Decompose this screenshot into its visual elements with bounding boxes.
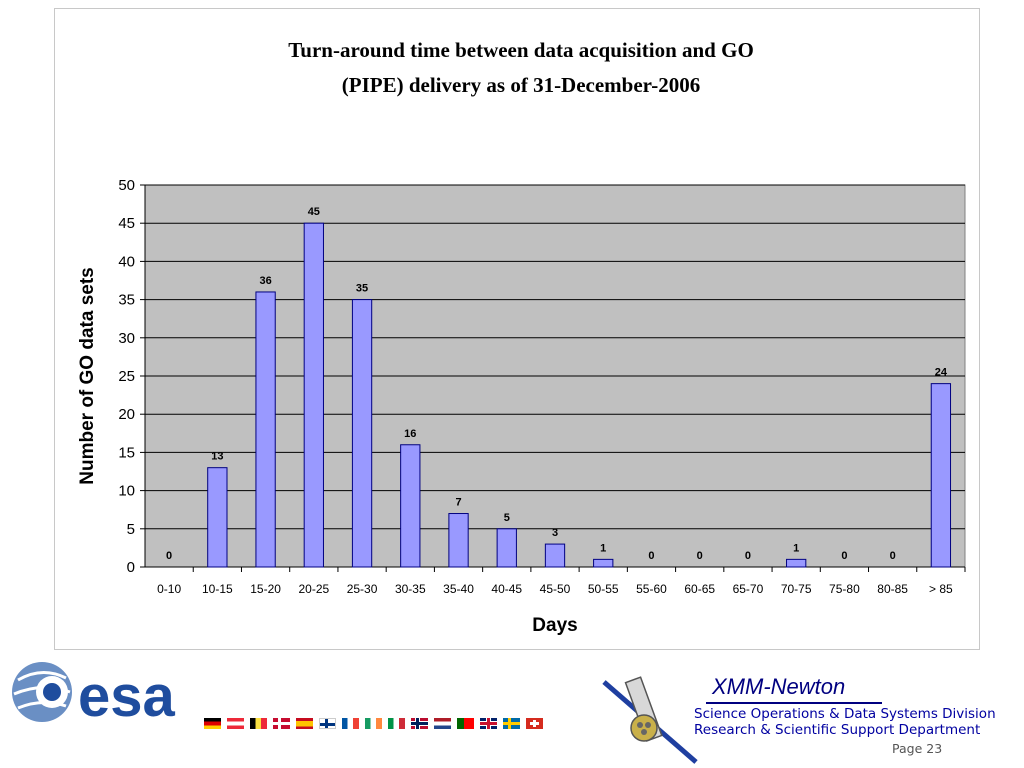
y-tick-label: 5 xyxy=(127,521,135,538)
x-tick-label: 65-70 xyxy=(733,582,764,596)
x-tick-label: 35-40 xyxy=(443,582,474,596)
x-tick-label: 20-25 xyxy=(298,582,329,596)
x-tick-labels: 0-10 10-15 15-20 20-25 25-30 30-35 35-40 40-45 4… xyxy=(157,567,966,596)
flag-france-icon xyxy=(342,718,359,729)
data-label: 45 xyxy=(308,206,320,218)
data-label: 16 xyxy=(404,428,416,440)
y-tick-label: 35 xyxy=(118,292,135,309)
esa-globe-icon xyxy=(12,662,72,722)
y-tick-label: 10 xyxy=(118,483,135,500)
bar-chart: Turn-around time between data acquisitio… xyxy=(77,38,966,636)
bar xyxy=(496,528,517,568)
flag-denmark-icon xyxy=(273,718,290,729)
bar xyxy=(593,558,614,568)
bar xyxy=(255,291,276,568)
bar xyxy=(448,513,469,568)
x-tick-label: 0-10 xyxy=(157,582,181,596)
flag-italy-icon xyxy=(388,718,405,729)
data-label: 13 xyxy=(211,451,223,463)
y-tick-labels: 0 5 10 15 20 25 30 35 40 45 50 xyxy=(118,177,145,576)
y-tick-label: 50 xyxy=(118,177,135,194)
x-tick-label: 40-45 xyxy=(491,582,522,596)
xmm-spacecraft-icon xyxy=(602,676,698,764)
flag-netherlands-icon xyxy=(434,718,451,729)
department-name: Research & Scientific Support Department xyxy=(694,722,981,738)
data-label: 7 xyxy=(455,497,461,509)
x-tick-label: 70-75 xyxy=(781,582,812,596)
data-label: 0 xyxy=(745,550,751,562)
slide-footer: esa XMM-Newton Science Operations & Data… xyxy=(0,652,1024,768)
x-tick-label: 60-65 xyxy=(684,582,715,596)
x-axis-title: Days xyxy=(532,615,577,636)
data-label: 0 xyxy=(890,550,896,562)
mission-underline xyxy=(706,702,882,704)
x-tick-label: 50-55 xyxy=(588,582,619,596)
flag-switzerland-icon xyxy=(526,718,543,729)
flag-portugal-icon xyxy=(457,718,474,729)
data-label: 1 xyxy=(600,542,606,554)
x-tick-label: > 85 xyxy=(929,582,953,596)
gridlines xyxy=(144,184,965,568)
x-tick-label: 80-85 xyxy=(877,582,908,596)
bar xyxy=(351,299,373,568)
bar xyxy=(303,222,324,568)
x-tick-label: 75-80 xyxy=(829,582,860,596)
y-tick-label: 0 xyxy=(127,559,135,576)
flag-sweden-icon xyxy=(503,718,520,729)
x-tick-label: 45-50 xyxy=(540,582,571,596)
flag-austria-icon xyxy=(227,718,244,729)
x-tick-label: 30-35 xyxy=(395,582,426,596)
data-label: 35 xyxy=(356,283,368,295)
chart-title-line-2: (PIPE) delivery as of 31-December-2006 xyxy=(342,73,700,97)
data-label: 0 xyxy=(841,550,847,562)
bar xyxy=(544,543,566,568)
flag-ireland-icon xyxy=(365,718,382,729)
y-tick-label: 25 xyxy=(118,368,135,385)
y-axis-title: Number of GO data sets xyxy=(77,267,98,485)
member-state-flags xyxy=(204,718,543,729)
x-tick-label: 25-30 xyxy=(347,582,378,596)
data-label: 1 xyxy=(793,542,799,554)
page-number: Page 23 xyxy=(892,741,943,756)
x-tick-label: 10-15 xyxy=(202,582,233,596)
data-label: 0 xyxy=(166,550,172,562)
data-label: 36 xyxy=(259,275,271,287)
bar xyxy=(786,558,807,568)
bars xyxy=(207,222,952,568)
y-tick-label: 20 xyxy=(118,406,135,423)
esa-logo: esa xyxy=(12,662,176,728)
data-label: 0 xyxy=(697,550,703,562)
flag-norway-icon xyxy=(411,718,428,729)
flag-spain-icon xyxy=(296,718,313,729)
flag-united-kingdom-icon xyxy=(480,718,497,729)
y-tick-label: 15 xyxy=(118,444,135,461)
data-label: 0 xyxy=(648,550,654,562)
chart-frame: Turn-around time between data acquisitio… xyxy=(54,8,980,650)
esa-logo-text: esa xyxy=(78,664,176,728)
y-tick-label: 45 xyxy=(118,215,135,232)
y-tick-label: 40 xyxy=(118,253,135,270)
data-label: 24 xyxy=(935,367,948,379)
mission-name: XMM-Newton xyxy=(712,674,846,699)
chart-title-line-1: Turn-around time between data acquisitio… xyxy=(288,38,754,62)
data-label: 5 xyxy=(504,512,510,524)
division-name: Science Operations & Data Systems Divisi… xyxy=(694,706,996,722)
data-label: 3 xyxy=(552,527,558,539)
bar xyxy=(207,467,228,568)
bar xyxy=(400,444,421,568)
flag-germany-icon xyxy=(204,718,221,729)
data-labels: 0 13 36 45 35 16 7 5 3 1 0 0 0 1 0 0 24 xyxy=(166,206,948,562)
bar xyxy=(930,383,952,568)
x-tick-label: 55-60 xyxy=(636,582,667,596)
flag-finland-icon xyxy=(319,718,336,729)
y-tick-label: 30 xyxy=(118,330,135,347)
flag-belgium-icon xyxy=(250,718,267,729)
x-tick-label: 15-20 xyxy=(250,582,281,596)
